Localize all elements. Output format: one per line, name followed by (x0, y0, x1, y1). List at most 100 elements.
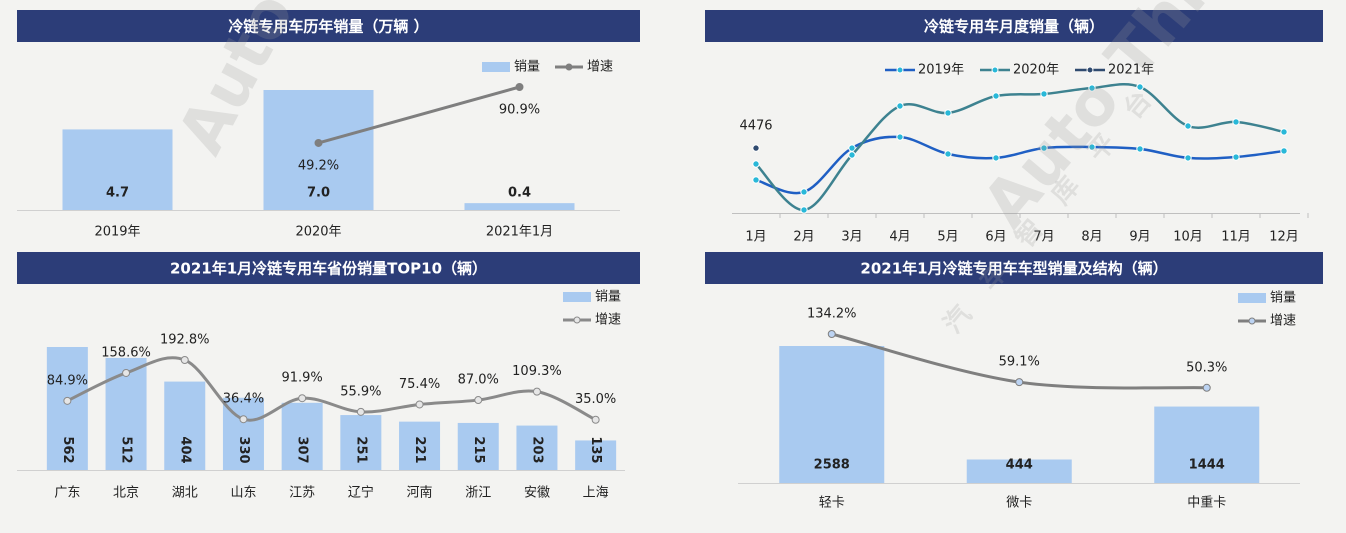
growth-marker (591, 415, 600, 424)
bar-value-label: 2588 (814, 458, 850, 473)
chart-title: 2021年1月冷链专用车省份销量TOP10（辆） (170, 260, 487, 278)
x-tick-label: 河南 (407, 485, 433, 501)
bar (340, 415, 382, 470)
series-marker (1088, 143, 1096, 151)
bar (516, 425, 558, 470)
legend-label: 销量 (514, 60, 540, 75)
bar (779, 346, 885, 483)
series-marker (1184, 122, 1192, 130)
x-tick-label: 5月 (937, 230, 958, 245)
growth-marker (298, 394, 307, 403)
legend-marker (896, 66, 904, 74)
x-tick-label: 浙江 (465, 486, 491, 501)
x-tick-label: 山东 (230, 486, 256, 501)
legend-swatch (563, 292, 591, 302)
series-marker (944, 150, 952, 158)
x-tick-label: 辽宁 (348, 485, 374, 501)
bar-value-label: 221 (412, 436, 427, 463)
growth-marker (827, 330, 836, 338)
bar (1154, 406, 1260, 483)
growth-label: 50.3% (1186, 360, 1227, 375)
chart-title: 冷链专用车历年销量（万辆 ） (228, 18, 428, 36)
legend-label: 2019年 (918, 63, 964, 78)
series-marker (1280, 147, 1288, 155)
x-tick-label: 1月 (745, 230, 766, 245)
growth-marker (474, 396, 483, 405)
bar (464, 203, 575, 210)
x-tick-label: 2019年 (94, 225, 140, 240)
bar-value-label: 0.4 (508, 186, 531, 201)
series-marker (944, 109, 952, 117)
x-tick-label: 11月 (1221, 230, 1251, 245)
series-marker (1136, 83, 1144, 91)
series-marker (992, 92, 1000, 100)
x-tick-label: 安徽 (524, 486, 550, 501)
legend-label: 2020年 (1013, 63, 1059, 78)
growth-marker (122, 368, 131, 377)
growth-label: 59.1% (999, 355, 1040, 370)
x-tick-label: 7月 (1033, 230, 1054, 245)
growth-marker (1202, 383, 1211, 392)
x-tick-label: 10月 (1173, 230, 1203, 245)
growth-label: 91.9% (281, 371, 322, 386)
legend-marker (1086, 66, 1094, 74)
legend-label: 增速 (595, 313, 621, 328)
legend-label: 增速 (587, 60, 613, 75)
x-tick-label: 2月 (793, 230, 814, 245)
legend-label: 销量 (595, 290, 621, 305)
series-marker (1040, 144, 1048, 152)
legend-marker (573, 316, 581, 324)
bar-value-label: 444 (1006, 458, 1033, 473)
series-marker (1184, 154, 1192, 162)
growth-marker (63, 396, 72, 405)
bar-value-label: 135 (588, 436, 603, 463)
growth-marker (356, 407, 365, 416)
x-tick-label: 12月 (1269, 230, 1299, 245)
growth-label: 109.3% (512, 364, 562, 379)
x-tick-label: 广东 (54, 486, 80, 501)
growth-label: 84.9% (47, 373, 88, 388)
growth-label: 49.2% (298, 158, 339, 173)
growth-marker (532, 387, 541, 396)
bar (46, 347, 88, 470)
bar (966, 459, 1072, 483)
bar-value-label: 307 (295, 436, 310, 463)
legend-marker (565, 63, 573, 71)
chart-title: 冷链专用车月度销量（辆） (924, 18, 1104, 36)
series-marker (752, 176, 760, 184)
series-marker (1088, 84, 1096, 92)
title-banner (705, 252, 1323, 284)
growth-marker (515, 83, 524, 91)
growth-label: 55.9% (340, 384, 381, 399)
series-marker (1136, 145, 1144, 153)
series-marker (992, 154, 1000, 162)
x-tick-label: 湖北 (172, 486, 198, 501)
title-banner (17, 252, 640, 284)
bar (281, 402, 323, 470)
growth-marker (180, 356, 189, 364)
growth-marker (314, 138, 323, 147)
growth-label: 36.4% (223, 392, 264, 407)
bar-value-label: 7.0 (307, 186, 330, 201)
series-marker (800, 206, 808, 214)
series-marker (896, 102, 904, 110)
bar-value-label: 1444 (1189, 458, 1225, 473)
growth-marker (239, 415, 248, 424)
chart-title: 2021年1月冷链专用车车型销量及结构（辆） (860, 260, 1167, 278)
x-tick-label: 4月 (889, 230, 910, 245)
bar-value-label: 251 (353, 436, 368, 463)
bar (263, 90, 374, 210)
title-banner (705, 10, 1323, 42)
x-tick-label: 6月 (985, 230, 1006, 245)
series-marker (848, 151, 856, 159)
series-marker (1280, 128, 1288, 136)
x-tick-label: 中重卡 (1187, 495, 1226, 511)
legend-swatch (1238, 293, 1266, 303)
legend-swatch (482, 62, 510, 72)
x-tick-label: 9月 (1129, 230, 1150, 245)
bar (457, 422, 499, 470)
growth-line (66, 356, 597, 422)
growth-label: 75.4% (399, 377, 440, 392)
bar (575, 440, 617, 470)
